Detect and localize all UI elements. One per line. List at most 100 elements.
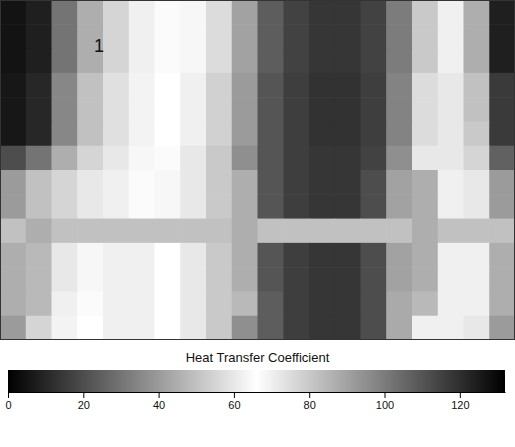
heatmap-cell bbox=[232, 170, 258, 195]
heatmap-cell bbox=[103, 194, 129, 219]
heatmap-cell bbox=[129, 49, 155, 74]
colorbar-tick: 60 bbox=[228, 392, 240, 411]
heatmap-cell bbox=[283, 219, 309, 244]
heatmap-cell bbox=[26, 24, 52, 49]
heatmap-cell bbox=[386, 97, 412, 122]
heatmap-cell bbox=[52, 97, 78, 122]
heatmap-cell bbox=[155, 97, 181, 122]
heatmap-cell bbox=[412, 146, 438, 171]
heatmap-cell bbox=[309, 97, 335, 122]
heatmap-cell bbox=[335, 170, 361, 195]
colorbar-tick: 80 bbox=[304, 392, 316, 411]
heatmap-cell bbox=[258, 194, 284, 219]
heatmap-cell bbox=[0, 121, 26, 146]
heatmap-cell bbox=[438, 0, 464, 25]
heatmap-cell bbox=[309, 24, 335, 49]
heatmap-cell bbox=[386, 0, 412, 25]
heatmap-cell bbox=[258, 170, 284, 195]
colorbar-tick: 0 bbox=[5, 392, 11, 411]
heatmap-cell bbox=[361, 316, 387, 340]
heatmap-cell bbox=[438, 219, 464, 244]
heatmap-cell bbox=[438, 170, 464, 195]
colorbar-axis: 020406080100120 bbox=[5, 392, 505, 411]
heatmap-cell bbox=[26, 219, 52, 244]
heatmap-cell bbox=[232, 243, 258, 268]
heatmap-cell bbox=[412, 243, 438, 268]
heatmap-cell bbox=[180, 73, 206, 98]
heatmap-cell bbox=[26, 316, 52, 340]
heatmap-cell bbox=[180, 219, 206, 244]
heatmap-cell bbox=[232, 24, 258, 49]
heatmap-cell bbox=[0, 316, 26, 340]
colorbar-tick: 100 bbox=[376, 392, 394, 411]
heatmap-cell bbox=[155, 316, 181, 340]
heatmap-cell bbox=[77, 243, 103, 268]
heatmap-cell bbox=[361, 219, 387, 244]
heatmap-cell bbox=[412, 97, 438, 122]
heatmap-cell bbox=[206, 194, 232, 219]
heatmap-cell bbox=[129, 170, 155, 195]
heatmap-cells bbox=[0, 0, 515, 340]
heatmap-cell bbox=[489, 24, 515, 49]
heatmap-cell bbox=[155, 146, 181, 171]
heatmap-cell bbox=[77, 170, 103, 195]
heatmap-cell bbox=[52, 121, 78, 146]
heatmap-cell bbox=[232, 267, 258, 292]
colorbar-tick-label: 40 bbox=[153, 399, 165, 411]
heatmap-cell bbox=[464, 291, 490, 316]
heatmap-cell bbox=[26, 0, 52, 25]
heatmap-cell bbox=[129, 267, 155, 292]
heatmap-cell bbox=[232, 0, 258, 25]
heatmap-cell bbox=[52, 316, 78, 340]
heatmap-cell bbox=[464, 267, 490, 292]
heatmap-cell bbox=[77, 194, 103, 219]
heatmap-cell bbox=[283, 73, 309, 98]
heatmap-cell bbox=[52, 24, 78, 49]
heatmap-cell bbox=[0, 146, 26, 171]
heatmap-cell bbox=[283, 194, 309, 219]
heatmap-cell bbox=[180, 49, 206, 74]
heatmap-cell bbox=[283, 49, 309, 74]
heatmap-cell bbox=[232, 194, 258, 219]
heatmap-cell bbox=[464, 97, 490, 122]
heatmap-cell bbox=[206, 49, 232, 74]
heatmap-cell bbox=[412, 24, 438, 49]
heatmap-cell bbox=[103, 73, 129, 98]
chart: 1Heat Transfer Coefficient02040608010012… bbox=[0, 0, 515, 447]
heatmap-cell bbox=[180, 97, 206, 122]
heatmap-cell bbox=[52, 267, 78, 292]
heatmap-cell bbox=[129, 97, 155, 122]
heatmap-cell bbox=[309, 316, 335, 340]
heatmap-cell bbox=[489, 243, 515, 268]
heatmap-cell bbox=[361, 121, 387, 146]
heatmap-cell bbox=[258, 291, 284, 316]
heatmap-cell bbox=[335, 146, 361, 171]
heatmap-cell bbox=[386, 146, 412, 171]
heatmap-cell bbox=[103, 170, 129, 195]
heatmap-cell bbox=[0, 291, 26, 316]
heatmap-cell bbox=[361, 267, 387, 292]
heatmap-cell bbox=[103, 0, 129, 25]
heatmap-cell bbox=[258, 316, 284, 340]
heatmap-cell bbox=[489, 316, 515, 340]
heatmap-cell bbox=[103, 219, 129, 244]
heatmap-cell bbox=[129, 219, 155, 244]
heatmap-cell bbox=[103, 291, 129, 316]
heatmap-cell bbox=[489, 49, 515, 74]
heatmap-cell bbox=[386, 49, 412, 74]
heatmap-cell bbox=[412, 49, 438, 74]
heatmap-cell bbox=[206, 316, 232, 340]
heatmap-cell bbox=[412, 0, 438, 25]
heatmap-cell bbox=[335, 194, 361, 219]
heatmap-cell bbox=[232, 97, 258, 122]
heatmap-cell bbox=[77, 121, 103, 146]
colorbar-tick-mark bbox=[8, 392, 9, 398]
heatmap-cell bbox=[283, 243, 309, 268]
heatmap-cell bbox=[206, 291, 232, 316]
heatmap-cell bbox=[232, 49, 258, 74]
heatmap-cell bbox=[0, 73, 26, 98]
heatmap-cell bbox=[309, 291, 335, 316]
heatmap-cell bbox=[206, 97, 232, 122]
heatmap-cell bbox=[335, 291, 361, 316]
heatmap-cell bbox=[77, 291, 103, 316]
